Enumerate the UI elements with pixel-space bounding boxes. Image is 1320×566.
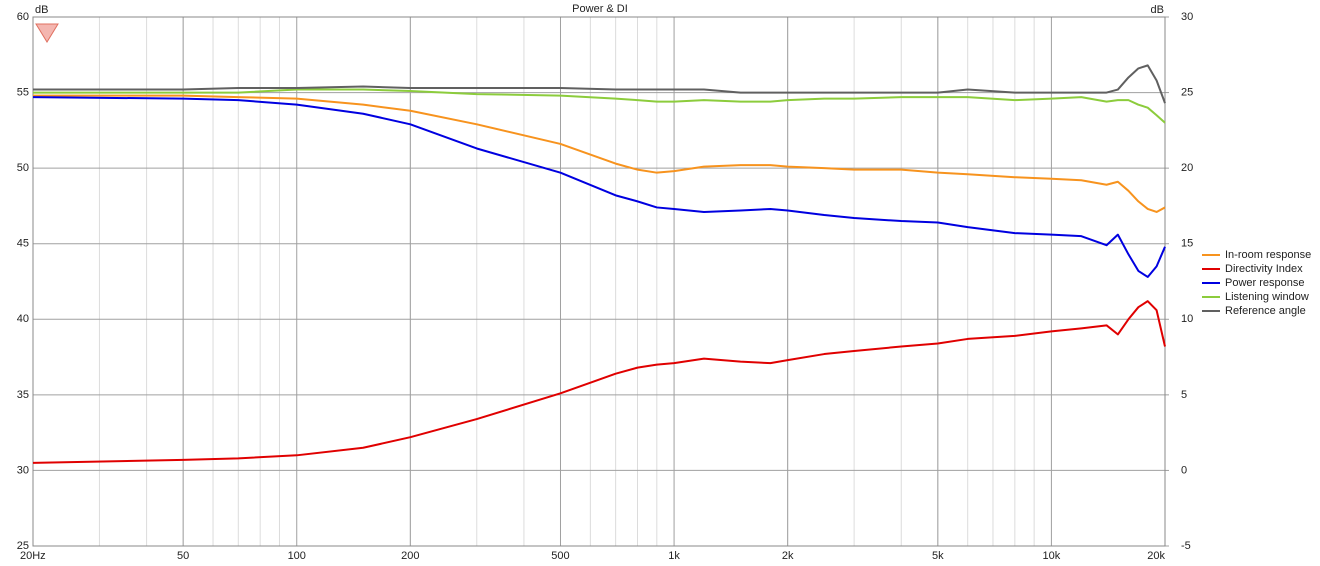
y2-tick-label: -5: [1181, 540, 1191, 552]
y-tick-label: 25: [17, 540, 29, 552]
x-tick-label: 500: [551, 550, 569, 562]
legend-label: Listening window: [1225, 291, 1309, 303]
x-tick-label: 200: [401, 550, 419, 562]
y-axis-label: dB: [35, 4, 48, 16]
x-tick-label: 10k: [1043, 550, 1061, 562]
x-tick-label: 5k: [932, 550, 944, 562]
y-tick-label: 35: [17, 389, 29, 401]
series-line: [33, 64, 1166, 104]
legend-label: In-room response: [1225, 249, 1311, 261]
y2-tick-label: 15: [1181, 238, 1193, 250]
y2-tick-label: 30: [1181, 11, 1193, 23]
series-line: [33, 88, 1166, 124]
x-tick-label: 2k: [782, 550, 794, 562]
y2-tick-label: 5: [1181, 389, 1187, 401]
y2-tick-label: 20: [1181, 162, 1193, 174]
y-tick-label: 55: [17, 86, 29, 98]
y-tick-label: 40: [17, 313, 29, 325]
y2-tick-label: 0: [1181, 464, 1187, 476]
legend-label: Reference angle: [1225, 305, 1306, 317]
y2-tick-label: 25: [1181, 86, 1193, 98]
x-tick-label: 20Hz: [20, 550, 46, 562]
chart-title: Power & DI: [572, 3, 628, 15]
series-line: [33, 94, 1166, 213]
y2-axis-label: dB: [1151, 4, 1164, 16]
series-line: [32, 96, 1166, 278]
y-tick-label: 50: [17, 162, 29, 174]
legend-label: Power response: [1225, 277, 1305, 289]
x-tick-label: 50: [177, 550, 189, 562]
x-tick-label: 1k: [668, 550, 680, 562]
series-line: [32, 300, 1166, 464]
y-tick-label: 45: [17, 238, 29, 250]
legend-label: Directivity Index: [1225, 263, 1303, 275]
logo: [35, 23, 59, 43]
y-tick-label: 30: [17, 464, 29, 476]
x-tick-label: 20k: [1147, 550, 1165, 562]
y2-tick-label: 10: [1181, 313, 1193, 325]
x-tick-label: 100: [288, 550, 306, 562]
y-tick-label: 60: [17, 11, 29, 23]
plot-border: [32, 16, 1166, 547]
